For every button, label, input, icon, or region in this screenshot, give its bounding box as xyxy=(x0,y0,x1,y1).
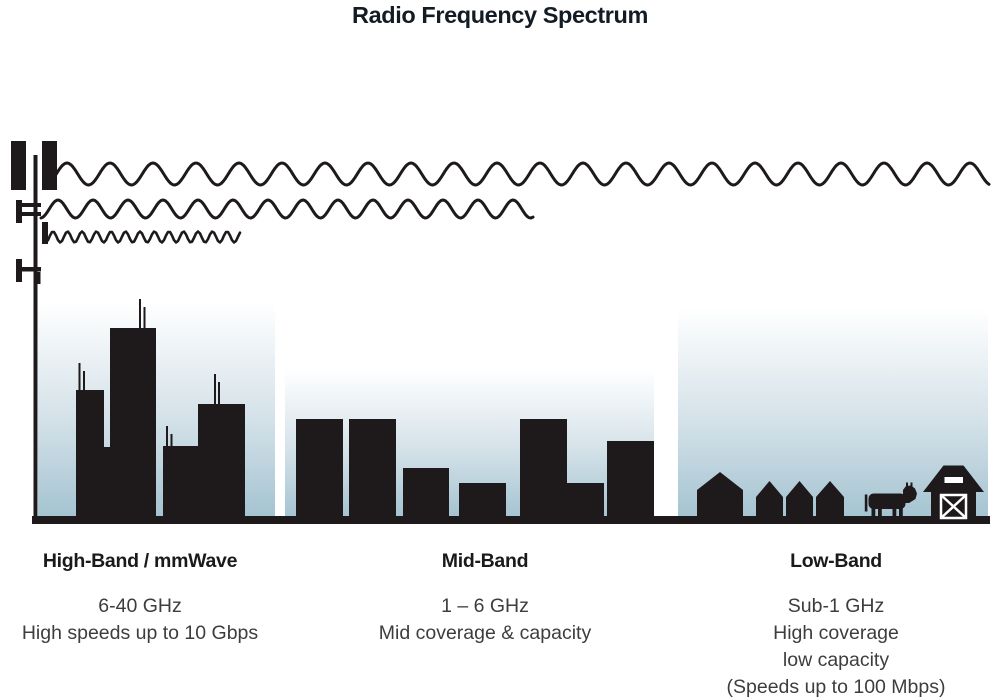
cell-tower-part xyxy=(11,141,26,190)
skyscraper xyxy=(110,328,156,520)
ground-line xyxy=(32,516,990,524)
band-freq-low: Sub-1 GHz xyxy=(787,595,885,617)
band-coverage-low: High coverage xyxy=(773,622,899,644)
mid-rise-building xyxy=(349,419,396,520)
house xyxy=(816,481,844,520)
skyscraper xyxy=(104,447,111,520)
radio-wave xyxy=(51,161,991,187)
page-title: Radio Frequency Spectrum xyxy=(352,2,648,28)
cell-tower-part xyxy=(17,212,41,216)
mid-rise-building xyxy=(296,419,343,520)
radio-wave xyxy=(39,198,535,220)
band-capacity-low: low capacity xyxy=(782,649,890,671)
mid-rise-building xyxy=(459,483,506,520)
cell-tower-part xyxy=(17,203,41,207)
cell-tower-part xyxy=(33,155,38,520)
house xyxy=(786,481,813,520)
skyscraper xyxy=(198,404,245,520)
cell-tower-part xyxy=(17,267,41,272)
radio-wave xyxy=(44,230,242,244)
cell-tower-part xyxy=(16,259,22,282)
band-desc-mid: Mid coverage & capacity xyxy=(378,622,592,644)
cell-tower-part xyxy=(36,272,41,284)
band-header-high: High-Band / mmWave xyxy=(42,550,238,572)
mid-rise-building xyxy=(403,468,449,520)
band-desc-high: High speeds up to 10 Gbps xyxy=(21,622,259,644)
cell-tower-part xyxy=(42,222,48,244)
skyscraper xyxy=(76,390,104,520)
cow-icon xyxy=(864,482,917,519)
band-header-mid: Mid-Band xyxy=(441,550,529,572)
skyscraper xyxy=(163,446,198,520)
mid-rise-building xyxy=(520,419,567,520)
band-label-low: Low-Band Sub-1 GHz High coverage low cap… xyxy=(711,550,961,700)
mid-rise-building xyxy=(607,441,654,520)
house xyxy=(697,472,743,520)
band-freq-high: 6-40 GHz xyxy=(98,595,182,617)
band-label-mid: Mid-Band 1 – 6 GHz Mid coverage & capaci… xyxy=(360,550,610,647)
band-label-high: High-Band / mmWave 6-40 GHz High speeds … xyxy=(15,550,265,647)
band-speed-low: (Speeds up to 100 Mbps) xyxy=(726,676,946,698)
mid-rise-building xyxy=(567,483,604,520)
band-freq-mid: 1 – 6 GHz xyxy=(441,595,529,617)
barn-icon xyxy=(923,465,984,520)
house xyxy=(756,481,783,520)
cell-tower-part xyxy=(42,141,57,190)
cell-tower-part xyxy=(16,200,22,223)
band-header-low: Low-Band xyxy=(790,550,882,572)
